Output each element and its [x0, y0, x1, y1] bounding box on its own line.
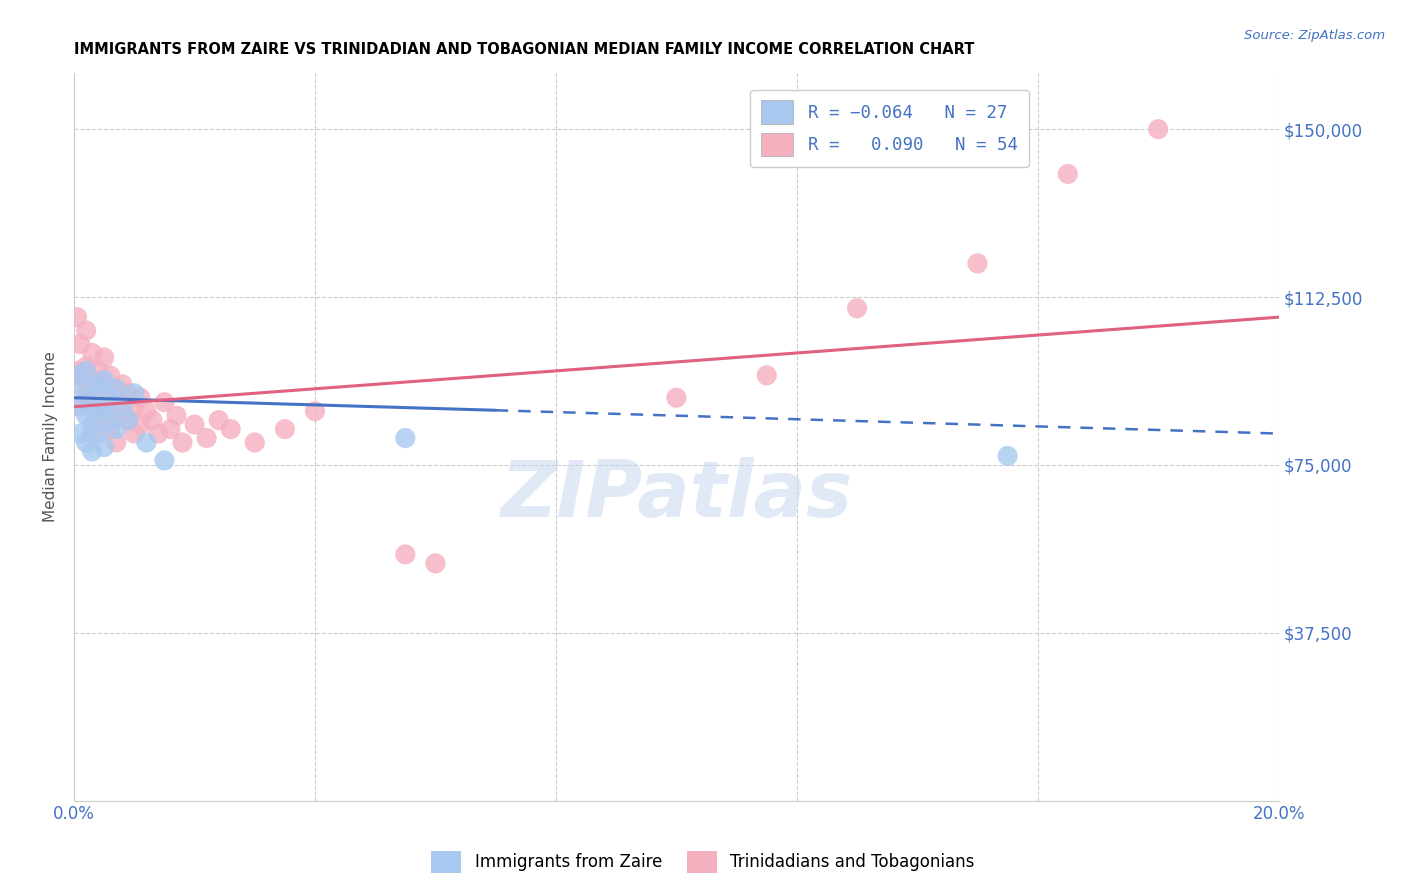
Point [105, 422, 128, 436]
Point [93, 440, 115, 454]
Point [394, 548, 416, 562]
Point [75, 359, 97, 374]
Point [129, 417, 152, 432]
Point [208, 413, 231, 427]
Point [111, 400, 134, 414]
Text: IMMIGRANTS FROM ZAIRE VS TRINIDADIAN AND TOBAGONIAN MEDIAN FAMILY INCOME CORRELA: IMMIGRANTS FROM ZAIRE VS TRINIDADIAN AND… [75, 42, 974, 57]
Point [82, 391, 104, 405]
Point [755, 368, 778, 383]
Point [846, 301, 869, 316]
Point [87, 413, 110, 427]
Text: ZIPatlas: ZIPatlas [501, 457, 852, 533]
Point [117, 413, 139, 427]
Point [93, 404, 115, 418]
Point [117, 386, 139, 401]
Point [153, 453, 176, 467]
Point [425, 557, 447, 571]
Point [105, 435, 128, 450]
Point [124, 386, 146, 401]
Legend: R = −0.064   N = 27, R =   0.090   N = 54: R = −0.064 N = 27, R = 0.090 N = 54 [749, 89, 1029, 167]
Point [98, 413, 121, 427]
Point [966, 256, 988, 270]
Point [69, 426, 91, 441]
Point [98, 395, 121, 409]
Point [141, 413, 163, 427]
Point [66, 310, 89, 325]
Point [219, 422, 242, 436]
Point [82, 373, 104, 387]
Point [153, 395, 176, 409]
Point [665, 391, 688, 405]
Point [93, 404, 115, 418]
Point [87, 400, 110, 414]
Point [98, 391, 121, 405]
Legend: Immigrants from Zaire, Trinidadians and Tobagonians: Immigrants from Zaire, Trinidadians and … [425, 845, 981, 880]
Point [394, 431, 416, 445]
Point [98, 368, 121, 383]
Point [195, 431, 218, 445]
Point [105, 382, 128, 396]
Point [69, 400, 91, 414]
Point [87, 391, 110, 405]
Point [166, 409, 188, 423]
Point [93, 377, 115, 392]
Point [243, 435, 266, 450]
Y-axis label: Median Family Income: Median Family Income [44, 351, 58, 523]
Point [82, 346, 104, 360]
Point [75, 364, 97, 378]
Point [69, 368, 91, 383]
Point [274, 422, 297, 436]
Point [87, 364, 110, 378]
Point [75, 324, 97, 338]
Point [82, 426, 104, 441]
Point [172, 435, 194, 450]
Point [105, 409, 128, 423]
Point [82, 400, 104, 414]
Point [111, 404, 134, 418]
Point [135, 404, 157, 418]
Point [66, 368, 89, 383]
Point [1147, 122, 1170, 136]
Point [117, 413, 139, 427]
Point [111, 377, 134, 392]
Point [69, 400, 91, 414]
Point [72, 382, 94, 396]
Point [93, 351, 115, 365]
Point [87, 426, 110, 441]
Point [105, 382, 128, 396]
Point [82, 444, 104, 458]
Point [1056, 167, 1078, 181]
Point [159, 422, 181, 436]
Point [82, 417, 104, 432]
Point [135, 435, 157, 450]
Point [75, 409, 97, 423]
Text: Source: ZipAtlas.com: Source: ZipAtlas.com [1244, 29, 1385, 42]
Point [124, 400, 146, 414]
Point [69, 337, 91, 351]
Point [75, 386, 97, 401]
Point [87, 377, 110, 392]
Point [148, 426, 170, 441]
Point [304, 404, 326, 418]
Point [98, 422, 121, 436]
Point [183, 417, 205, 432]
Point [129, 391, 152, 405]
Point [124, 426, 146, 441]
Point [997, 449, 1019, 463]
Point [66, 364, 89, 378]
Point [93, 373, 115, 387]
Point [75, 435, 97, 450]
